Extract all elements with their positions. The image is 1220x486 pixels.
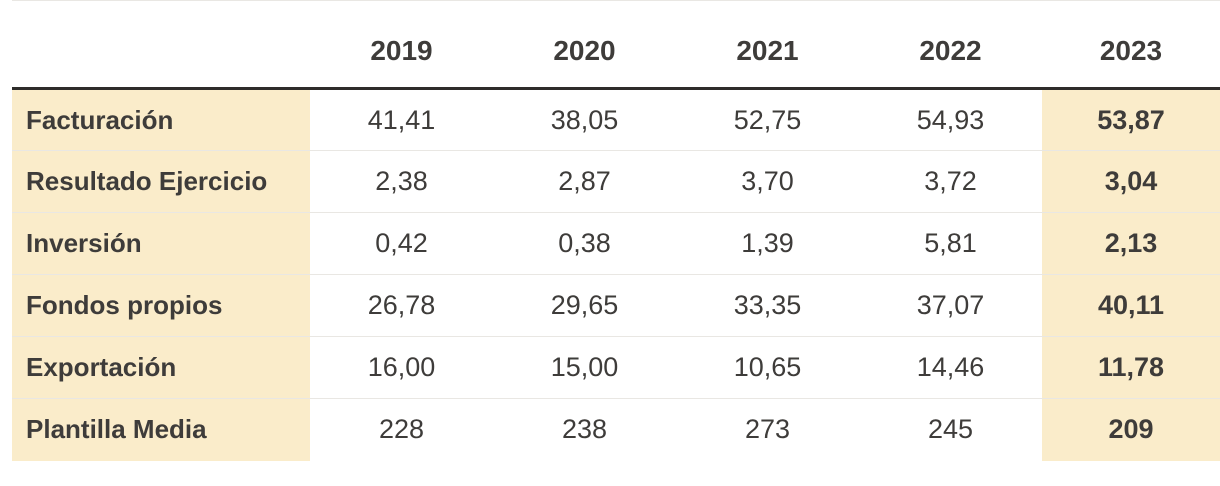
year-header: 2020 <box>493 0 676 89</box>
table-body: Facturación 41,41 38,05 52,75 54,93 53,87 Resu… <box>12 88 1220 461</box>
value-cell: 228 <box>378 414 425 445</box>
table-row: Resultado Ejercicio 2,38 2,87 3,70 3,72 3,04 <box>12 150 1220 213</box>
corner-cell <box>12 0 310 89</box>
value-cell: 15,00 <box>550 352 619 382</box>
value-cell: 33,35 <box>733 290 802 320</box>
value-cell: 29,65 <box>550 290 619 320</box>
value-cell: 245 <box>927 414 974 445</box>
value-cell: 5,81 <box>924 228 977 258</box>
year-header: 2022 <box>859 0 1042 89</box>
value-cell: 273 <box>744 414 791 445</box>
table-row: Plantilla Media 228 238 273 245 209 <box>12 398 1220 461</box>
value-cell: 52,75 <box>733 104 802 135</box>
year-header: 2021 <box>676 0 859 89</box>
value-cell-latest: 40,11 <box>1042 274 1220 337</box>
value-cell-latest: 53,87 <box>1042 88 1220 151</box>
value-cell: 54,93 <box>916 104 985 135</box>
table-row: Inversión 0,42 0,38 1,39 5,81 2,13 <box>12 212 1220 275</box>
value-cell: 2,87 <box>558 166 611 196</box>
value-cell-latest: 2,13 <box>1042 212 1220 275</box>
table-row: Fondos propios 26,78 29,65 33,35 37,07 40,11 <box>12 274 1220 337</box>
value-cell: 14,46 <box>916 352 985 382</box>
value-cell: 1,39 <box>741 228 794 258</box>
value-cell-latest: 209 <box>1042 398 1220 461</box>
year-header: 2023 <box>1042 0 1220 89</box>
value-cell: 2,38 <box>375 166 428 196</box>
header-row: 2019 2020 2021 2022 2023 <box>12 0 1220 89</box>
value-cell: 0,42 <box>375 228 428 258</box>
value-cell: 3,72 <box>924 166 977 196</box>
table-header: 2019 2020 2021 2022 2023 <box>12 0 1220 89</box>
row-label: Exportación <box>12 336 310 399</box>
value-cell: 38,05 <box>550 104 619 135</box>
table-row: Facturación 41,41 38,05 52,75 54,93 53,87 <box>12 88 1220 151</box>
year-header: 2019 <box>310 0 493 89</box>
row-label: Resultado Ejercicio <box>12 150 310 213</box>
financial-summary-table-container: 2019 2020 2021 2022 2023 Facturación 41,41 38,… <box>12 0 1220 461</box>
row-label: Facturación <box>12 88 310 151</box>
value-cell: 26,78 <box>367 290 436 320</box>
table-row: Exportación 16,00 15,00 10,65 14,46 11,78 <box>12 336 1220 399</box>
value-cell: 3,70 <box>741 166 794 196</box>
value-cell: 37,07 <box>916 290 985 320</box>
value-cell: 238 <box>561 414 608 445</box>
row-label: Inversión <box>12 212 310 275</box>
value-cell: 10,65 <box>733 352 802 382</box>
row-label: Fondos propios <box>12 274 310 337</box>
row-label: Plantilla Media <box>12 398 310 461</box>
value-cell-latest: 11,78 <box>1042 336 1220 399</box>
financial-table: 2019 2020 2021 2022 2023 Facturación 41,41 38,… <box>12 0 1220 461</box>
value-cell: 16,00 <box>367 352 436 382</box>
value-cell: 41,41 <box>367 104 436 135</box>
value-cell: 0,38 <box>558 228 611 258</box>
value-cell-latest: 3,04 <box>1042 150 1220 213</box>
